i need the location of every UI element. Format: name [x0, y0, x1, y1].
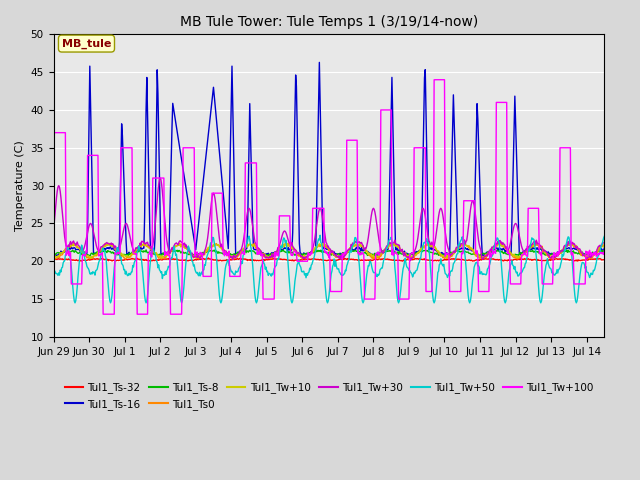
Tul1_Ts-16 [170, 105, 177, 111]
Tul1_Ts-16 [329, 249, 337, 255]
Tul1_Tw+10 [170, 245, 178, 251]
Tul1_Tw+10 [576, 248, 584, 253]
Tul1_Ts-16 [557, 248, 565, 254]
Tul1_Ts-8 [467, 252, 475, 257]
Tul1_Ts-32 [50, 257, 58, 263]
Tul1_Ts0 [405, 257, 413, 263]
Tul1_Tw+30 [467, 202, 475, 208]
Tul1_Ts-16 [50, 252, 58, 258]
Tul1_Ts0 [217, 244, 225, 250]
Tul1_Ts-32 [218, 258, 225, 264]
Tul1_Tw+100 [218, 190, 225, 196]
Line: Tul1_Ts-32: Tul1_Ts-32 [54, 258, 604, 261]
Tul1_Ts-8 [557, 250, 565, 256]
Tul1_Ts0 [600, 242, 608, 248]
Tul1_Tw+100 [576, 281, 584, 287]
Tul1_Ts-8 [406, 253, 413, 259]
Y-axis label: Temperature (C): Temperature (C) [15, 140, 25, 231]
Tul1_Ts0 [576, 249, 584, 255]
Tul1_Tw+10 [467, 245, 475, 251]
Tul1_Tw+10 [218, 244, 225, 250]
Tul1_Tw+10 [329, 252, 337, 257]
Tul1_Tw+10 [86, 256, 94, 262]
Tul1_Ts-16 [217, 165, 225, 171]
Tul1_Ts-16 [576, 248, 584, 254]
Tul1_Tw+30 [329, 248, 337, 254]
Tul1_Tw+100 [431, 77, 438, 83]
Tul1_Ts-8 [217, 250, 225, 256]
Tul1_Ts-16 [316, 60, 323, 65]
Line: Tul1_Tw+50: Tul1_Tw+50 [54, 235, 604, 303]
Tul1_Tw+30 [50, 228, 58, 233]
Tul1_Tw+50 [170, 243, 178, 249]
Tul1_Ts0 [467, 246, 474, 252]
Line: Tul1_Tw+10: Tul1_Tw+10 [54, 243, 604, 259]
Tul1_Ts-8 [328, 251, 336, 257]
Tul1_Tw+50 [330, 262, 337, 267]
Tul1_Ts0 [328, 251, 336, 257]
Tul1_Ts-8 [170, 248, 177, 254]
Tul1_Tw+10 [600, 242, 608, 248]
Tul1_Ts-32 [399, 258, 406, 264]
Tul1_Ts-8 [576, 252, 584, 257]
Tul1_Tw+50 [316, 232, 324, 238]
Line: Tul1_Ts-8: Tul1_Ts-8 [54, 250, 604, 256]
Tul1_Ts-32 [557, 256, 565, 262]
Tul1_Ts-8 [453, 247, 461, 252]
Tul1_Tw+100 [557, 145, 565, 151]
Tul1_Ts-16 [479, 253, 487, 259]
Tul1_Tw+10 [460, 240, 468, 246]
Tul1_Ts-16 [600, 245, 608, 251]
Tul1_Tw+50 [50, 267, 58, 273]
Tul1_Tw+100 [600, 248, 608, 253]
Tul1_Tw+100 [170, 312, 178, 317]
Tul1_Tw+30 [576, 246, 584, 252]
Line: Tul1_Tw+100: Tul1_Tw+100 [54, 80, 604, 314]
Line: Tul1_Ts0: Tul1_Ts0 [54, 243, 604, 260]
Tul1_Ts-8 [600, 249, 608, 255]
Tul1_Tw+50 [71, 300, 79, 306]
Tul1_Ts0 [496, 240, 504, 246]
Tul1_Ts-32 [576, 258, 584, 264]
Tul1_Ts-8 [50, 252, 58, 258]
Tul1_Tw+30 [218, 241, 225, 247]
Tul1_Tw+30 [170, 242, 178, 248]
Tul1_Tw+30 [600, 240, 608, 245]
Tul1_Tw+50 [576, 272, 584, 277]
Tul1_Tw+50 [467, 293, 475, 299]
Title: MB Tule Tower: Tule Temps 1 (3/19/14-now): MB Tule Tower: Tule Temps 1 (3/19/14-now… [180, 15, 478, 29]
Tul1_Tw+50 [218, 298, 225, 304]
Tul1_Tw+10 [50, 253, 58, 259]
Tul1_Ts-32 [600, 257, 608, 263]
Tul1_Tw+100 [168, 312, 175, 317]
Tul1_Tw+30 [557, 248, 565, 253]
Tul1_Tw+100 [467, 198, 475, 204]
Line: Tul1_Ts-16: Tul1_Ts-16 [54, 62, 604, 256]
Tul1_Ts-32 [170, 256, 177, 262]
Tul1_Ts-32 [467, 257, 475, 263]
Text: MB_tule: MB_tule [62, 38, 111, 48]
Tul1_Tw+50 [557, 258, 565, 264]
Tul1_Tw+100 [50, 250, 58, 256]
Tul1_Tw+100 [329, 288, 337, 294]
Tul1_Ts-16 [467, 246, 474, 252]
Tul1_Ts-32 [329, 257, 337, 263]
Tul1_Ts0 [170, 246, 177, 252]
Tul1_Ts-32 [204, 255, 212, 261]
Legend: Tul1_Ts-32, Tul1_Ts-16, Tul1_Ts-8, Tul1_Ts0, Tul1_Tw+10, Tul1_Tw+30, Tul1_Tw+50,: Tul1_Ts-32, Tul1_Ts-16, Tul1_Ts-8, Tul1_… [60, 378, 598, 414]
Tul1_Tw+50 [600, 233, 608, 239]
Tul1_Tw+10 [557, 248, 565, 253]
Tul1_Ts0 [557, 248, 565, 254]
Tul1_Ts0 [50, 254, 58, 260]
Line: Tul1_Tw+30: Tul1_Tw+30 [54, 178, 604, 261]
Tul1_Tw+30 [406, 258, 414, 264]
Tul1_Tw+30 [156, 175, 164, 181]
